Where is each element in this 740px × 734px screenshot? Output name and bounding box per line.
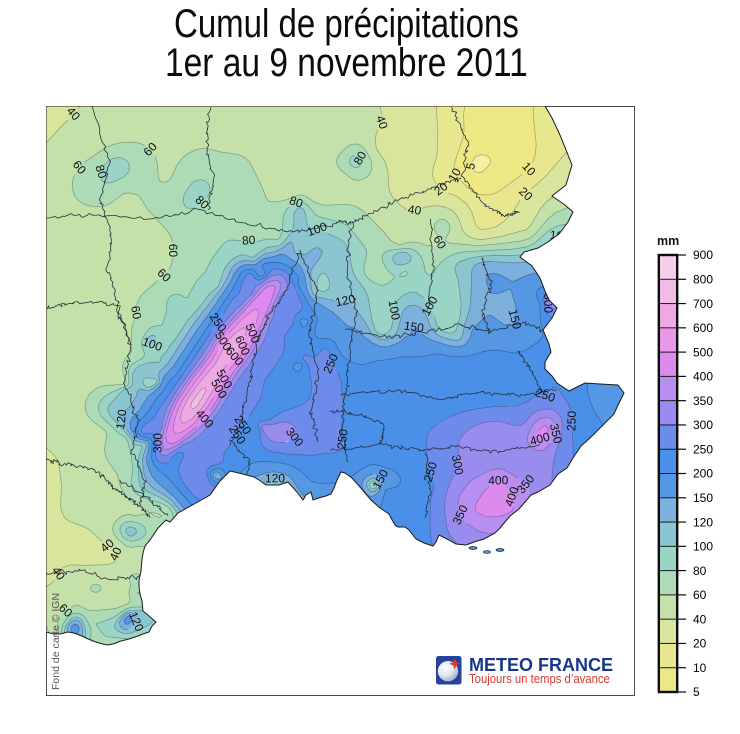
svg-text:80: 80 <box>288 193 306 211</box>
svg-text:250: 250 <box>564 410 579 431</box>
svg-text:500: 500 <box>693 345 713 359</box>
svg-text:250: 250 <box>421 460 440 484</box>
svg-text:800: 800 <box>693 272 713 286</box>
svg-text:60: 60 <box>693 588 707 602</box>
svg-text:300: 300 <box>449 454 466 476</box>
svg-text:80: 80 <box>92 163 109 180</box>
svg-text:350: 350 <box>693 394 713 408</box>
svg-text:400: 400 <box>488 473 509 488</box>
svg-text:10: 10 <box>693 661 707 675</box>
svg-text:400: 400 <box>528 429 551 448</box>
svg-text:5: 5 <box>693 685 700 699</box>
svg-text:150: 150 <box>506 308 525 331</box>
svg-text:60: 60 <box>166 244 180 258</box>
svg-text:250: 250 <box>693 442 713 456</box>
svg-text:80: 80 <box>242 233 257 248</box>
svg-text:400: 400 <box>693 370 713 384</box>
svg-text:400: 400 <box>502 485 522 509</box>
svg-text:300: 300 <box>693 418 713 432</box>
svg-text:100: 100 <box>549 228 571 244</box>
svg-text:40: 40 <box>407 202 423 218</box>
svg-text:40: 40 <box>373 114 391 132</box>
svg-text:300: 300 <box>151 433 165 453</box>
svg-text:300: 300 <box>541 293 555 313</box>
svg-text:120: 120 <box>693 515 713 529</box>
svg-text:80: 80 <box>351 149 370 168</box>
svg-text:mm: mm <box>657 234 679 248</box>
svg-text:150: 150 <box>693 491 713 505</box>
svg-text:10: 10 <box>445 165 464 184</box>
svg-text:600: 600 <box>693 321 713 335</box>
svg-text:100: 100 <box>141 334 165 354</box>
svg-text:900: 900 <box>693 248 713 262</box>
svg-text:20: 20 <box>693 637 707 651</box>
svg-text:250: 250 <box>534 385 558 405</box>
svg-text:120: 120 <box>265 471 286 485</box>
svg-text:250: 250 <box>334 428 350 450</box>
svg-text:120: 120 <box>113 408 129 430</box>
svg-text:40: 40 <box>107 545 125 563</box>
svg-text:5: 5 <box>463 161 478 170</box>
svg-text:350: 350 <box>547 422 565 445</box>
svg-text:100: 100 <box>386 299 403 322</box>
svg-text:200: 200 <box>693 467 713 481</box>
svg-text:700: 700 <box>693 297 713 311</box>
svg-text:100: 100 <box>240 481 264 501</box>
svg-text:120: 120 <box>334 291 357 309</box>
svg-text:60: 60 <box>128 305 144 321</box>
svg-text:100: 100 <box>693 540 713 554</box>
svg-text:150: 150 <box>403 319 425 336</box>
svg-text:40: 40 <box>693 612 707 626</box>
svg-text:100: 100 <box>305 219 329 239</box>
svg-text:80: 80 <box>693 564 707 578</box>
